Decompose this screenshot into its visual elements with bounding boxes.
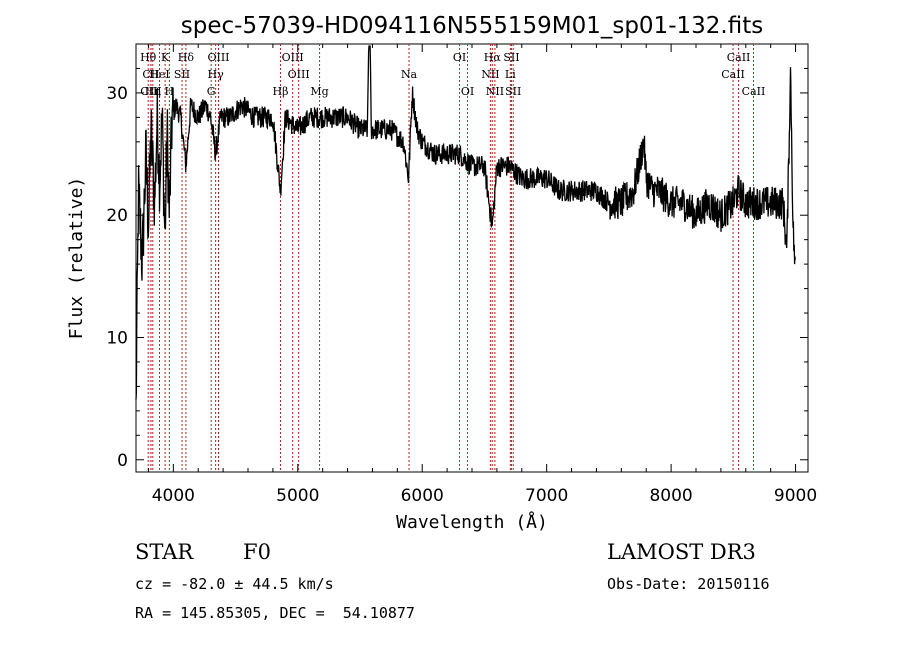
line-label-23: Li [505, 68, 516, 81]
line-label-10: Hγ [208, 68, 225, 81]
line-label-20: NII [481, 68, 499, 81]
spectral-subclass: F0 [243, 540, 271, 564]
redshift-value: cz = -82.0 ± 44.5 km/s [135, 575, 334, 593]
y-tick-label: 10 [106, 328, 128, 348]
line-label-25: CaII [721, 68, 745, 81]
line-label-14: OIII [288, 68, 310, 81]
line-label-27: CaII [742, 85, 766, 98]
line-label-17: OI [453, 51, 466, 64]
coordinates: RA = 145.85305, DEC = 54.10877 [135, 604, 415, 622]
x-axis: 4000 5000 6000 7000 8000 9000 [147, 44, 817, 506]
chart-title: spec-57039-HD094116N555159M01_sp01-132.f… [181, 13, 763, 39]
y-tick-label: 20 [106, 206, 128, 226]
observation-date: Obs-Date: 20150116 [607, 575, 770, 593]
line-label-18: OI [461, 85, 474, 98]
line-label-22: SII [503, 51, 519, 64]
line-label-4: HeI [149, 68, 169, 81]
line-label-12: Hβ [273, 85, 289, 98]
line-label-7: H [165, 85, 175, 98]
line-label-21: NII [486, 85, 504, 98]
line-label-26: CaII [727, 51, 751, 64]
x-axis-label: Wavelength (Å) [396, 511, 548, 533]
object-class: STAR [135, 540, 194, 564]
x-tick-label: 8000 [649, 486, 692, 506]
x-tick-label: 6000 [401, 486, 444, 506]
line-label-8: Hδ [178, 51, 195, 64]
y-tick-label: 30 [106, 84, 128, 104]
line-label-0: Hθ [140, 51, 157, 64]
spectral-line-markers [147, 44, 754, 472]
x-tick-label: 5000 [276, 486, 319, 506]
y-axis-label: Flux (relative) [66, 177, 87, 340]
y-axis: 0 10 20 30 [106, 43, 808, 471]
line-label-3: K [161, 51, 170, 64]
spectrum-line [135, 45, 796, 400]
y-tick-label: 0 [117, 451, 128, 471]
line-label-5: Hη [145, 85, 161, 98]
x-tick-label: 4000 [152, 486, 195, 506]
line-label-24: SII [505, 85, 521, 98]
line-label-19: Hα [484, 51, 502, 64]
line-label-13: OIII [282, 51, 304, 64]
x-tick-label: 9000 [774, 486, 817, 506]
line-label-16: Na [401, 68, 418, 81]
line-label-9: OIII [207, 51, 229, 64]
survey-name: LAMOST DR3 [607, 540, 756, 564]
line-label-6: SII [174, 68, 190, 81]
line-label-15: Mg [310, 85, 328, 98]
line-label-1: CII [142, 68, 159, 81]
line-label-2: CIII [140, 85, 161, 98]
line-label-11: G [207, 85, 216, 98]
x-tick-label: 7000 [525, 486, 568, 506]
